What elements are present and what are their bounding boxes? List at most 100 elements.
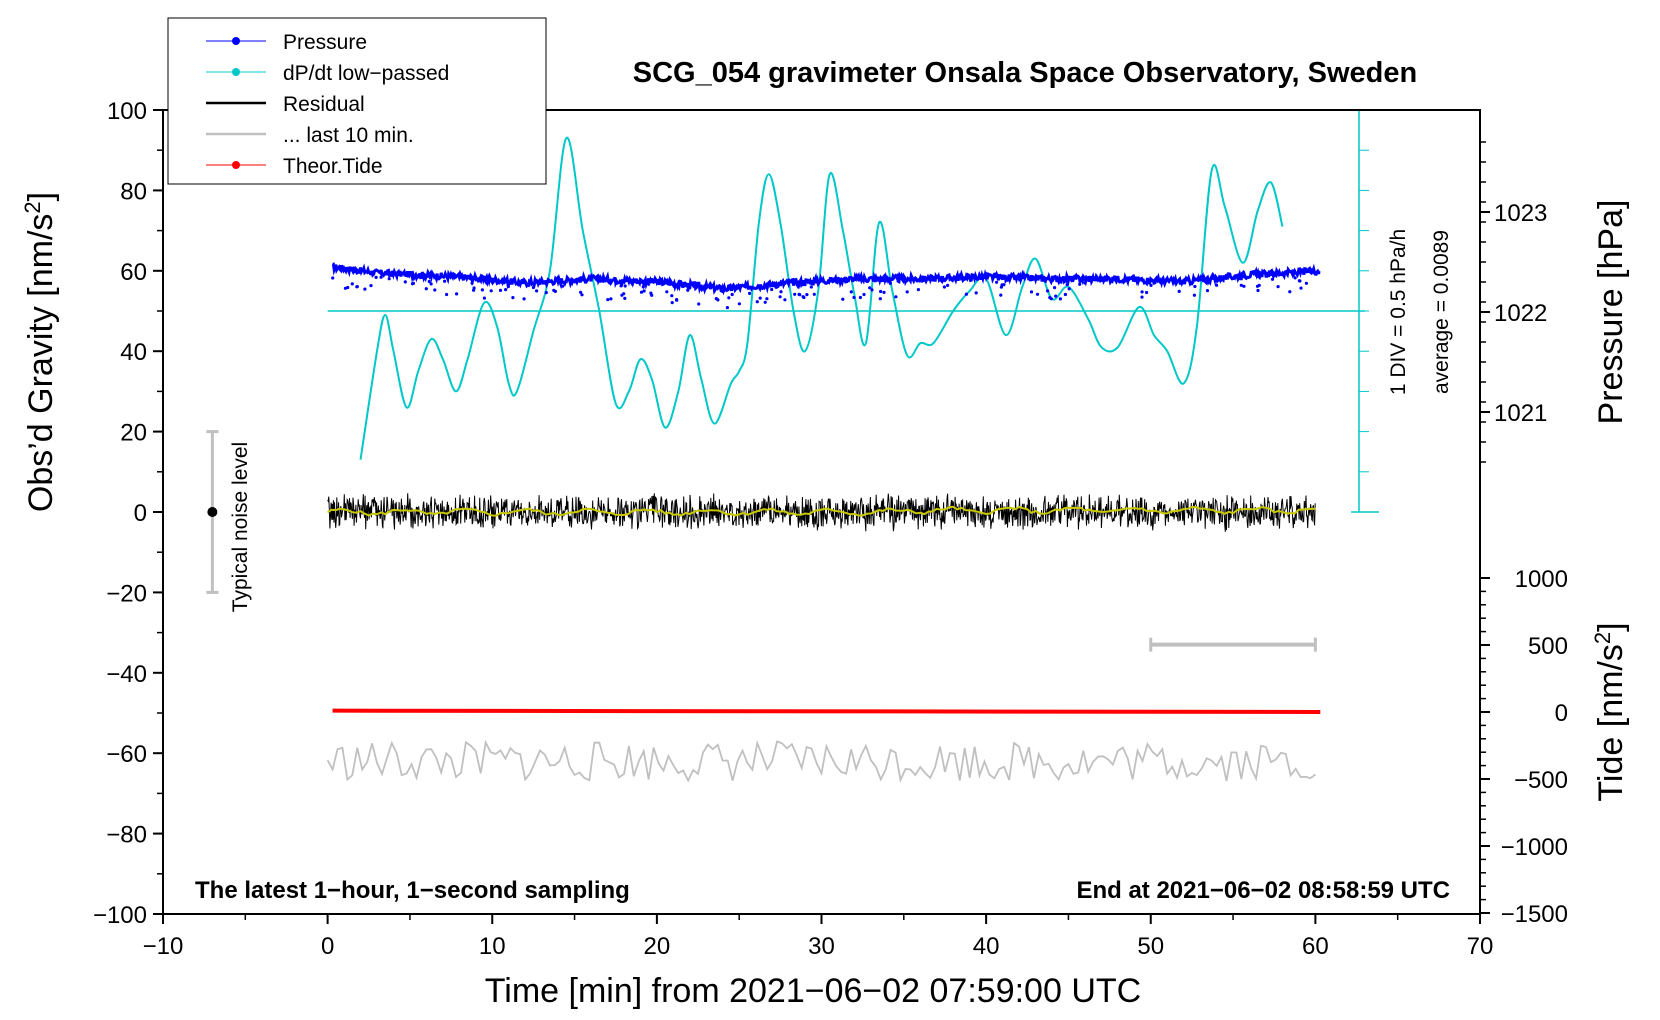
pressure-point: [670, 294, 674, 298]
pressure-point: [609, 297, 613, 301]
pressure-point: [964, 292, 969, 296]
pressure-point: [916, 288, 921, 292]
pressure-point: [433, 288, 437, 292]
pressure-point: [620, 293, 624, 297]
legend-items: Pressure dP/dt low−passed Residual ... last…: [206, 31, 449, 178]
pressure-point: [1256, 288, 1260, 293]
pressure-point: [623, 296, 627, 300]
x-tick-label: 40: [973, 933, 1000, 960]
pressure-point: [1270, 277, 1275, 281]
dpdt-line: [359, 137, 1284, 460]
pressure-point: [778, 295, 782, 299]
pressure-point: [429, 282, 433, 286]
pressure-point: [350, 282, 354, 286]
pressure-point: [561, 284, 565, 288]
pressure-point: [1053, 286, 1057, 290]
pressure-point: [1205, 289, 1210, 293]
residual-line: [327, 493, 1316, 532]
legend-marker: [232, 37, 240, 45]
bottom-right-note: End at 2021−06−02 08:58:59 UTC: [1076, 877, 1450, 904]
pressure-point: [619, 284, 623, 288]
pressure-point: [1065, 283, 1069, 287]
pressure-point: [882, 290, 886, 294]
pressure-point: [1140, 295, 1144, 299]
x-tick-label: 50: [1137, 933, 1164, 960]
pressure-point: [1293, 276, 1297, 280]
pressure-point: [403, 280, 407, 284]
pressure-point: [763, 300, 767, 304]
y-axis-label-pressure: Pressure [hPa]: [1592, 200, 1630, 425]
y-tick-label: 40: [120, 339, 147, 366]
x-axis-label: Time [min] from 2021−06−02 07:59:00 UTC: [485, 972, 1141, 1010]
pressure-point: [580, 293, 584, 297]
pressure-point: [424, 287, 428, 291]
pressure-point: [410, 282, 415, 286]
pressure-point: [1063, 292, 1067, 297]
pressure-point: [665, 290, 669, 294]
pressure-point: [1046, 289, 1050, 293]
series-layer: [206, 109, 1379, 784]
pressure-point: [1000, 283, 1004, 287]
chart-title: SCG_054 gravimeter Onsala Space Observat…: [633, 57, 1417, 89]
pressure-point: [369, 284, 373, 288]
pressure-point: [755, 300, 759, 304]
tide-tick-label: −1500: [1501, 901, 1568, 928]
y-tick-label: 80: [120, 178, 147, 205]
pressure-point: [445, 292, 449, 297]
legend: Pressure dP/dt low−passed Residual ... last…: [167, 17, 547, 185]
pressure-point: [737, 302, 742, 306]
pressure-point: [355, 285, 359, 289]
pressure-point: [878, 297, 882, 301]
pressure-point: [1255, 284, 1260, 288]
pressure-point: [1067, 287, 1071, 291]
pressure-line: [331, 262, 1321, 296]
y-axis-label-left: Obs’d Gravity [nm/s2]: [20, 192, 61, 512]
tide-tick-label: −1000: [1501, 834, 1568, 861]
pressure-point: [805, 293, 809, 297]
pressure-point: [1049, 297, 1053, 301]
pressure-point: [455, 292, 459, 296]
pressure-point: [498, 288, 503, 292]
pressure-point: [999, 293, 1003, 297]
tide-tick-label: −500: [1514, 767, 1568, 794]
y-tick-label: 100: [107, 98, 147, 125]
pressure-point: [1193, 284, 1197, 289]
legend-label: Residual: [283, 93, 365, 116]
pressure-point: [675, 298, 679, 302]
x-tick-label: 0: [321, 933, 334, 960]
tide-tick-label: 0: [1555, 700, 1568, 727]
pressure-point: [770, 287, 774, 292]
pressure-point: [482, 296, 486, 300]
bottom-left-note: The latest 1−hour, 1−second sampling: [195, 877, 630, 904]
pressure-point: [387, 277, 391, 281]
pressure-point: [942, 285, 947, 289]
pressure-point: [841, 297, 845, 301]
y-axis-label-tide: Tide [nm/s2]: [1590, 622, 1631, 801]
y-tick-label: 20: [120, 420, 147, 447]
pressure-point: [974, 291, 978, 295]
x-tick-label: 70: [1467, 933, 1494, 960]
pressure-point: [623, 284, 627, 288]
x-tick-label: 20: [644, 933, 671, 960]
pressure-point: [480, 288, 484, 292]
pressure-point: [642, 289, 646, 293]
pressure-point: [879, 289, 883, 294]
pressure-point: [905, 290, 909, 294]
pressure-point: [443, 279, 447, 283]
tide-tick-label: 1000: [1515, 566, 1568, 593]
last-10-min-line: [326, 739, 1316, 784]
pressure-point: [374, 275, 378, 279]
div-label: 1 DIV = 0.5 hPa/h: [1387, 229, 1410, 395]
pressure-point: [1035, 292, 1040, 296]
pressure-point: [544, 291, 548, 295]
legend-label: dP/dt low−passed: [283, 62, 449, 85]
pressure-tick-label: 1022: [1494, 300, 1547, 327]
y-tick-label: −40: [106, 661, 147, 688]
pressure-point: [427, 279, 431, 284]
pressure-point: [888, 281, 893, 285]
pressure-point: [995, 280, 999, 284]
pressure-point: [812, 292, 816, 296]
pressure-point: [1145, 290, 1149, 295]
pressure-point: [1029, 290, 1034, 294]
